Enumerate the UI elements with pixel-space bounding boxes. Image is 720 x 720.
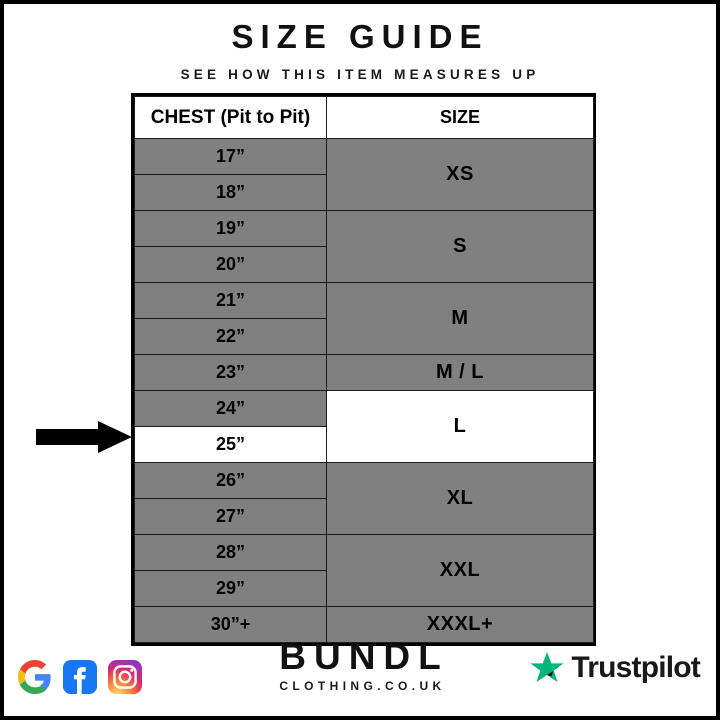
table-header-row: CHEST (Pit to Pit) SIZE: [134, 96, 594, 139]
trustpilot-star-icon: [530, 652, 564, 682]
chest-cell: 19”: [134, 210, 327, 247]
trustpilot-logo[interactable]: Trustpilot: [529, 650, 701, 686]
table-row: 18”: [134, 174, 594, 211]
chest-cell: 22”: [134, 318, 327, 355]
chest-cell: 25”: [134, 426, 327, 463]
size-table-container: CHEST (Pit to Pit) SIZE 17” XS 18” 19” S 20” 2…: [131, 93, 596, 646]
table-row: 26” XL: [134, 462, 594, 535]
table-row: 21” M: [134, 282, 594, 355]
brand-name: BUNDL: [279, 636, 449, 677]
table-row: 25”: [134, 426, 594, 463]
right-arrow-icon: [36, 421, 132, 453]
social-icons: [18, 660, 142, 694]
chest-cell: 28”: [134, 534, 327, 571]
size-cell: M / L: [326, 354, 594, 391]
table-row: 29”: [134, 570, 594, 607]
size-table: CHEST (Pit to Pit) SIZE 17” XS 18” 19” S 20” 2…: [134, 96, 594, 643]
size-cell: XXL: [326, 534, 594, 607]
footer: BUNDL CLOTHING.CO.UK Trustpilot: [4, 630, 716, 708]
column-header-size: SIZE: [326, 96, 594, 139]
size-cell: M: [326, 282, 594, 355]
chest-cell: 24”: [134, 390, 327, 427]
size-cell: S: [326, 210, 594, 283]
brand-logo: BUNDL CLOTHING.CO.UK: [271, 638, 448, 692]
table-row: 27”: [134, 498, 594, 535]
size-cell: XS: [326, 138, 594, 211]
table-head: CHEST (Pit to Pit) SIZE: [134, 96, 594, 139]
chest-cell: 26”: [134, 462, 327, 499]
chest-cell: 30”+: [134, 606, 327, 643]
column-header-chest: CHEST (Pit to Pit): [134, 96, 327, 139]
chest-cell: 27”: [134, 498, 327, 535]
chest-cell: 20”: [134, 246, 327, 283]
brand-domain: CLOTHING.CO.UK: [279, 679, 446, 693]
table-row: 17” XS: [134, 138, 594, 211]
size-cell: L: [326, 390, 594, 463]
facebook-icon[interactable]: [63, 660, 97, 694]
instagram-icon[interactable]: [108, 660, 142, 694]
chest-cell: 23”: [134, 354, 327, 391]
chest-cell: 21”: [134, 282, 327, 319]
size-cell: XL: [326, 462, 594, 535]
page-title: SIZE GUIDE: [231, 18, 489, 55]
header: SIZE GUIDE SEE HOW THIS ITEM MEASURES UP: [4, 4, 716, 83]
table-row: 24” L: [134, 390, 594, 463]
table-row: 19” S: [134, 210, 594, 283]
size-cell: XXXL+: [326, 606, 594, 643]
table-row: 30”+ XXXL+: [134, 606, 594, 643]
table-row: 20”: [134, 246, 594, 283]
table-row: 23” M / L: [134, 354, 594, 391]
chest-cell: 17”: [134, 138, 327, 175]
table-row: 28” XXL: [134, 534, 594, 607]
trustpilot-wordmark: Trustpilot: [571, 651, 700, 684]
chest-cell: 29”: [134, 570, 327, 607]
google-icon[interactable]: [18, 660, 52, 694]
chest-cell: 18”: [134, 174, 327, 211]
table-body: 17” XS 18” 19” S 20” 21” M 22” 23” M / L 24” L 25” 26”…: [134, 138, 594, 643]
page-subtitle: SEE HOW THIS ITEM MEASURES UP: [180, 66, 540, 82]
